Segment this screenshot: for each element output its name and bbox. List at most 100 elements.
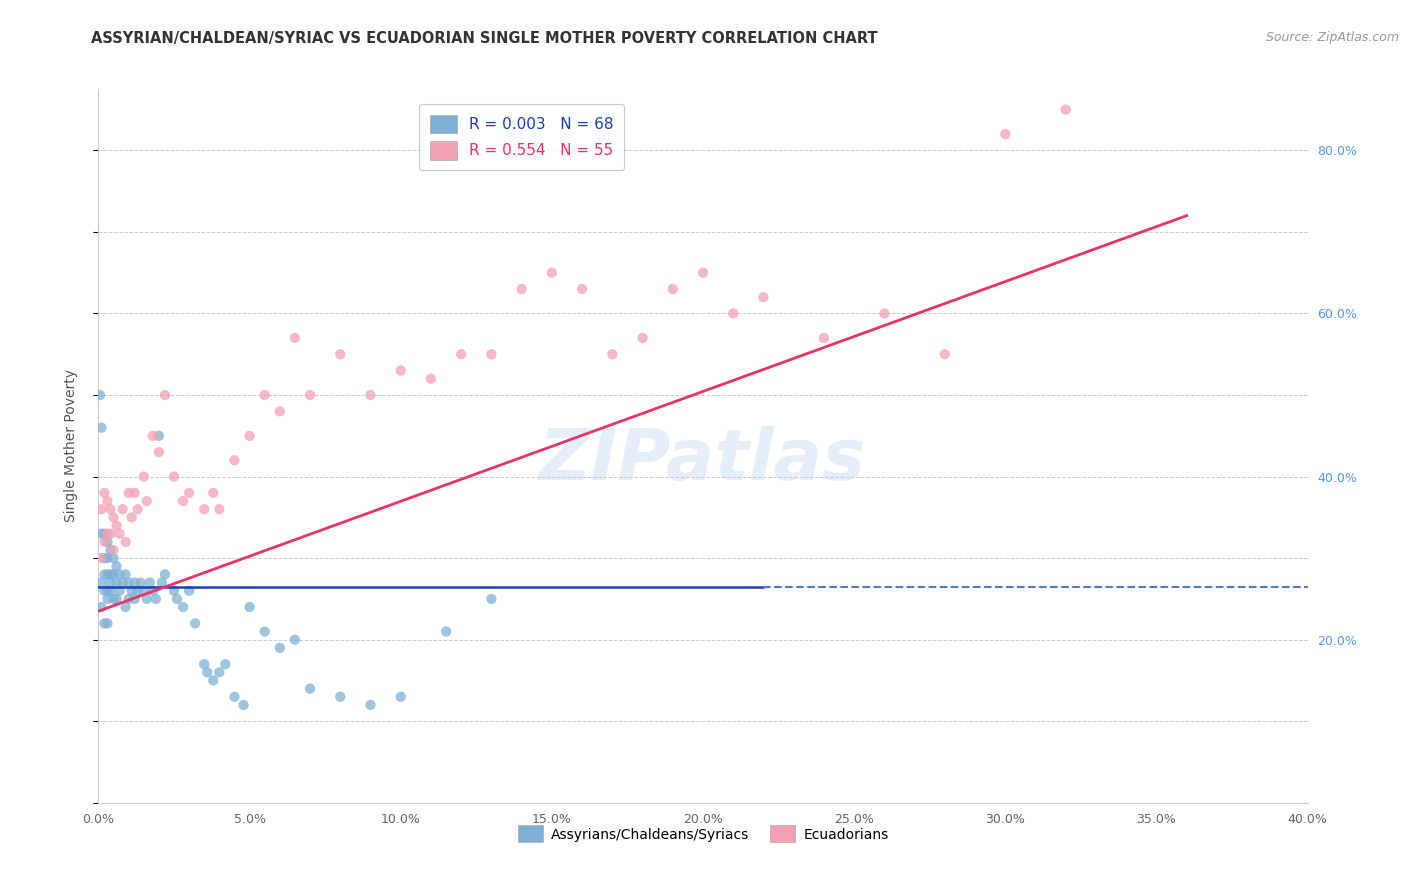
Point [100, 567, 122, 582]
Point [96, 534, 118, 549]
Point [224, 690, 246, 704]
Point [96, 583, 118, 598]
Point [108, 583, 131, 598]
Point [93, 583, 115, 598]
Point [96, 591, 118, 606]
Point [360, 698, 382, 712]
Point [127, 583, 149, 598]
Point [93, 526, 115, 541]
Point [195, 665, 218, 680]
Point [208, 502, 231, 516]
Point [299, 388, 322, 402]
Point [93, 534, 115, 549]
Point [118, 486, 141, 500]
Point [103, 551, 125, 566]
Point [284, 331, 307, 345]
Point [172, 494, 194, 508]
Point [93, 567, 115, 582]
Point [121, 510, 143, 524]
Point [1054, 103, 1077, 117]
Point [135, 494, 157, 508]
Point [232, 698, 254, 712]
Point [994, 127, 1017, 141]
Point [90, 600, 112, 615]
Point [481, 347, 503, 361]
Point [239, 429, 262, 443]
Point [105, 591, 128, 606]
Point [90, 502, 112, 516]
Point [172, 600, 194, 615]
Point [100, 526, 122, 541]
Y-axis label: Single Mother Poverty: Single Mother Poverty [63, 369, 77, 523]
Point [510, 282, 533, 296]
Point [571, 282, 593, 296]
Point [105, 559, 128, 574]
Point [179, 486, 201, 500]
Point [299, 681, 322, 696]
Point [602, 347, 624, 361]
Point [150, 575, 173, 590]
Point [239, 600, 262, 615]
Point [184, 616, 207, 631]
Point [114, 567, 136, 582]
Point [153, 388, 176, 402]
Legend: Assyrians/Chaldeans/Syriacs, Ecuadorians: Assyrians/Chaldeans/Syriacs, Ecuadorians [510, 819, 896, 849]
Point [813, 331, 835, 345]
Point [934, 347, 956, 361]
Point [202, 673, 225, 688]
Point [124, 486, 146, 500]
Point [121, 583, 143, 598]
Point [253, 388, 276, 402]
Point [142, 429, 165, 443]
Point [179, 583, 201, 598]
Point [100, 583, 122, 598]
Point [103, 510, 125, 524]
Point [132, 469, 155, 483]
Point [93, 486, 115, 500]
Point [90, 420, 112, 434]
Point [269, 404, 291, 418]
Point [108, 567, 131, 582]
Point [202, 486, 225, 500]
Point [214, 657, 236, 672]
Point [166, 591, 188, 606]
Point [100, 543, 122, 558]
Point [420, 372, 443, 386]
Point [163, 469, 186, 483]
Point [103, 543, 125, 558]
Point [481, 591, 503, 606]
Point [153, 567, 176, 582]
Point [269, 640, 291, 655]
Point [114, 534, 136, 549]
Point [661, 282, 683, 296]
Point [148, 445, 170, 459]
Point [118, 575, 141, 590]
Point [96, 551, 118, 566]
Point [135, 591, 157, 606]
Point [631, 331, 654, 345]
Point [193, 657, 215, 672]
Point [389, 690, 412, 704]
Point [96, 616, 118, 631]
Point [105, 575, 128, 590]
Point [450, 347, 472, 361]
Point [100, 575, 122, 590]
Point [129, 575, 152, 590]
Point [96, 567, 118, 582]
Point [193, 502, 215, 516]
Point [100, 502, 122, 516]
Point [142, 583, 165, 598]
Point [90, 551, 112, 566]
Point [89, 388, 111, 402]
Point [284, 632, 307, 647]
Point [163, 583, 186, 598]
Point [111, 502, 134, 516]
Point [329, 690, 352, 704]
Point [360, 388, 382, 402]
Point [132, 583, 155, 598]
Text: ASSYRIAN/CHALDEAN/SYRIAC VS ECUADORIAN SINGLE MOTHER POVERTY CORRELATION CHART: ASSYRIAN/CHALDEAN/SYRIAC VS ECUADORIAN S… [91, 31, 877, 46]
Point [108, 526, 131, 541]
Point [90, 526, 112, 541]
Point [96, 526, 118, 541]
Point [111, 575, 134, 590]
